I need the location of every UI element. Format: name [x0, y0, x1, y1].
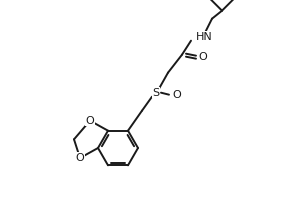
Text: O: O: [76, 153, 84, 163]
Text: O: O: [85, 116, 94, 126]
Text: O: O: [199, 52, 207, 62]
Text: O: O: [172, 90, 182, 100]
Text: S: S: [152, 88, 160, 98]
Text: HN: HN: [196, 32, 213, 42]
